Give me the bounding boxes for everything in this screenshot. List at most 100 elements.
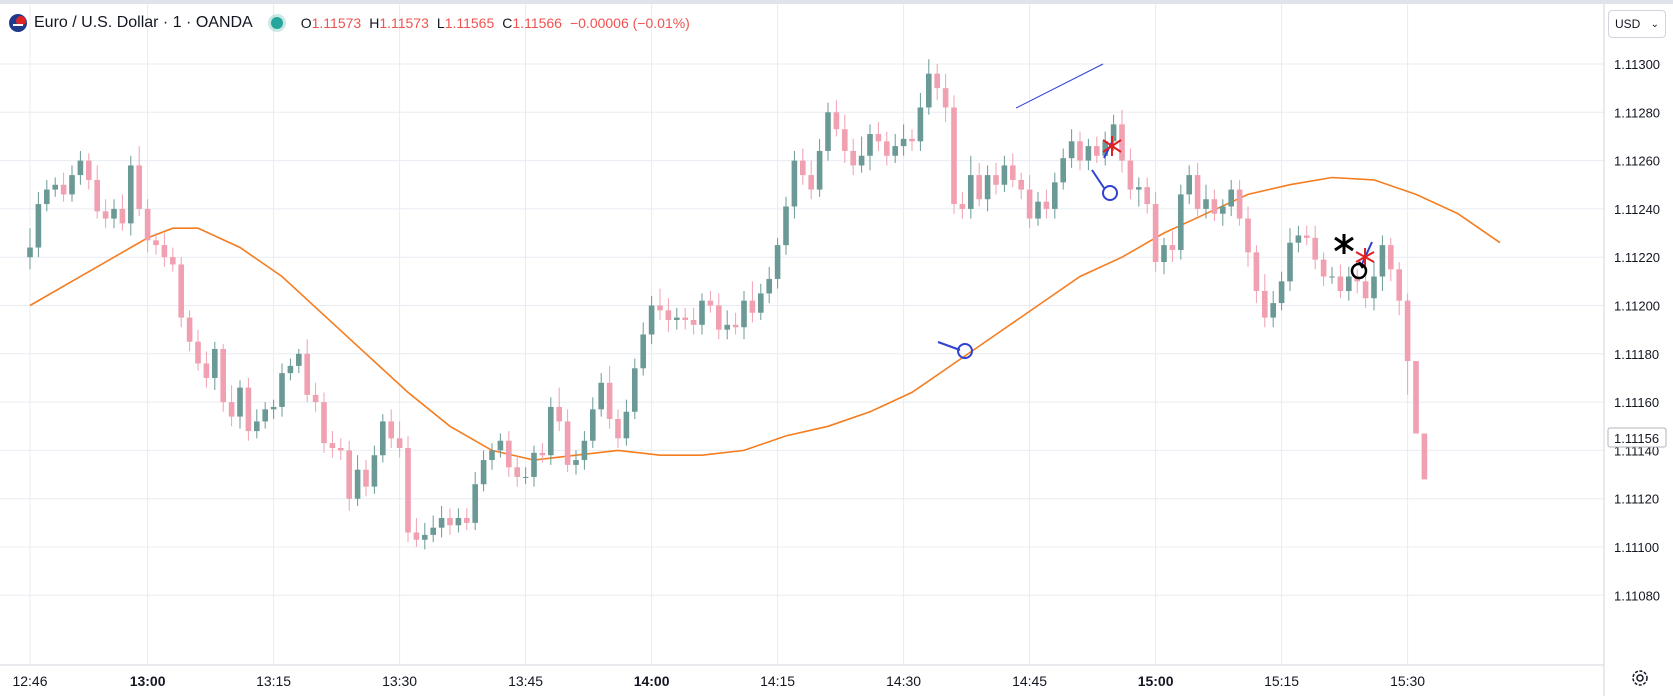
candle[interactable] [1178, 184, 1184, 260]
candle[interactable] [1052, 172, 1058, 219]
candle[interactable] [153, 233, 159, 255]
candle[interactable] [632, 358, 638, 420]
candle[interactable] [296, 348, 302, 374]
candle[interactable] [850, 138, 856, 176]
candle[interactable] [926, 59, 932, 115]
candle[interactable] [86, 153, 92, 190]
candle[interactable] [1362, 274, 1369, 308]
candle[interactable] [203, 351, 210, 388]
candle[interactable] [220, 344, 226, 412]
candle[interactable] [413, 518, 420, 547]
candle[interactable] [968, 155, 974, 219]
candle[interactable] [707, 291, 714, 313]
currency-selector[interactable]: USD ⌄ [1608, 10, 1666, 38]
candle[interactable] [548, 397, 554, 465]
candle[interactable] [44, 179, 50, 212]
candle[interactable] [984, 165, 991, 212]
candle[interactable] [237, 380, 243, 429]
candle[interactable] [858, 136, 865, 173]
candle[interactable] [1001, 155, 1008, 192]
trend-line-drawing[interactable] [1015, 63, 1104, 109]
candle[interactable] [363, 460, 369, 497]
blue-circle-marker[interactable] [1102, 185, 1118, 201]
candle[interactable] [1312, 225, 1318, 270]
candle[interactable] [262, 402, 268, 429]
red-star-marker[interactable] [1102, 136, 1122, 156]
candle[interactable] [1371, 262, 1377, 311]
candle[interactable] [1337, 264, 1344, 299]
candle[interactable] [1094, 136, 1100, 164]
candle[interactable] [480, 450, 487, 492]
candle[interactable] [993, 163, 999, 195]
candle[interactable] [556, 387, 562, 432]
candle[interactable] [783, 196, 789, 255]
candle[interactable] [884, 131, 890, 166]
candle[interactable] [816, 138, 823, 197]
candle[interactable] [665, 298, 672, 333]
blue-marker-line[interactable] [937, 341, 961, 351]
price-axis[interactable]: 1.11300 1.11280 1.11260 1.11240 1.11220 1.112… [1614, 57, 1660, 603]
candle[interactable] [1035, 191, 1041, 226]
candle[interactable] [1295, 225, 1302, 253]
candle[interactable] [1026, 175, 1033, 229]
candle[interactable] [1245, 206, 1251, 267]
candle[interactable] [52, 177, 58, 197]
candle[interactable] [144, 199, 151, 253]
candle[interactable] [800, 148, 806, 185]
candle[interactable] [1136, 177, 1142, 207]
candle[interactable] [732, 312, 739, 335]
candle[interactable] [1068, 129, 1075, 168]
candle[interactable] [1060, 148, 1066, 190]
candle[interactable] [388, 409, 394, 448]
candle[interactable] [976, 163, 982, 207]
candle[interactable] [1203, 184, 1209, 219]
candle[interactable] [522, 467, 529, 485]
candle[interactable] [245, 377, 252, 441]
candle[interactable] [455, 508, 462, 533]
candle[interactable] [27, 228, 33, 270]
candles-layer[interactable] [27, 0, 1428, 550]
candle[interactable] [94, 165, 100, 219]
candle[interactable] [951, 95, 957, 214]
candle[interactable] [539, 443, 546, 463]
candle[interactable] [1161, 237, 1167, 275]
candle[interactable] [606, 365, 613, 429]
candle[interactable] [942, 73, 949, 122]
candle[interactable] [186, 310, 193, 352]
candle[interactable] [615, 409, 621, 448]
candle[interactable] [900, 124, 907, 156]
candle[interactable] [716, 293, 722, 340]
candle[interactable] [228, 385, 235, 427]
candle[interactable] [102, 199, 109, 229]
candle[interactable] [312, 382, 319, 412]
red-star-marker[interactable] [1355, 248, 1375, 266]
black-marker-line[interactable] [1357, 261, 1365, 269]
candle[interactable] [640, 322, 646, 376]
candle[interactable] [690, 307, 697, 335]
candle[interactable] [1278, 271, 1285, 311]
candle[interactable] [161, 233, 168, 267]
blue-marker-line[interactable] [1361, 241, 1373, 265]
candle[interactable] [430, 515, 436, 543]
candle[interactable] [1144, 177, 1150, 214]
candle[interactable] [1220, 199, 1226, 226]
candle[interactable] [422, 522, 428, 550]
candle[interactable] [170, 247, 176, 272]
candle[interactable] [1346, 266, 1352, 301]
candle[interactable] [472, 472, 478, 531]
candle[interactable] [1043, 189, 1050, 219]
candle[interactable] [1211, 189, 1218, 221]
candle[interactable] [506, 431, 512, 477]
candle[interactable] [270, 399, 277, 420]
candle[interactable] [1253, 245, 1260, 304]
candle[interactable] [682, 307, 688, 330]
candle[interactable] [934, 64, 940, 101]
candle[interactable] [354, 455, 361, 506]
candle[interactable] [60, 172, 67, 202]
candle[interactable] [766, 266, 772, 304]
candle[interactable] [825, 102, 831, 161]
candle[interactable] [808, 160, 814, 200]
candle[interactable] [1379, 235, 1386, 292]
blue-circle-marker[interactable] [957, 343, 973, 359]
